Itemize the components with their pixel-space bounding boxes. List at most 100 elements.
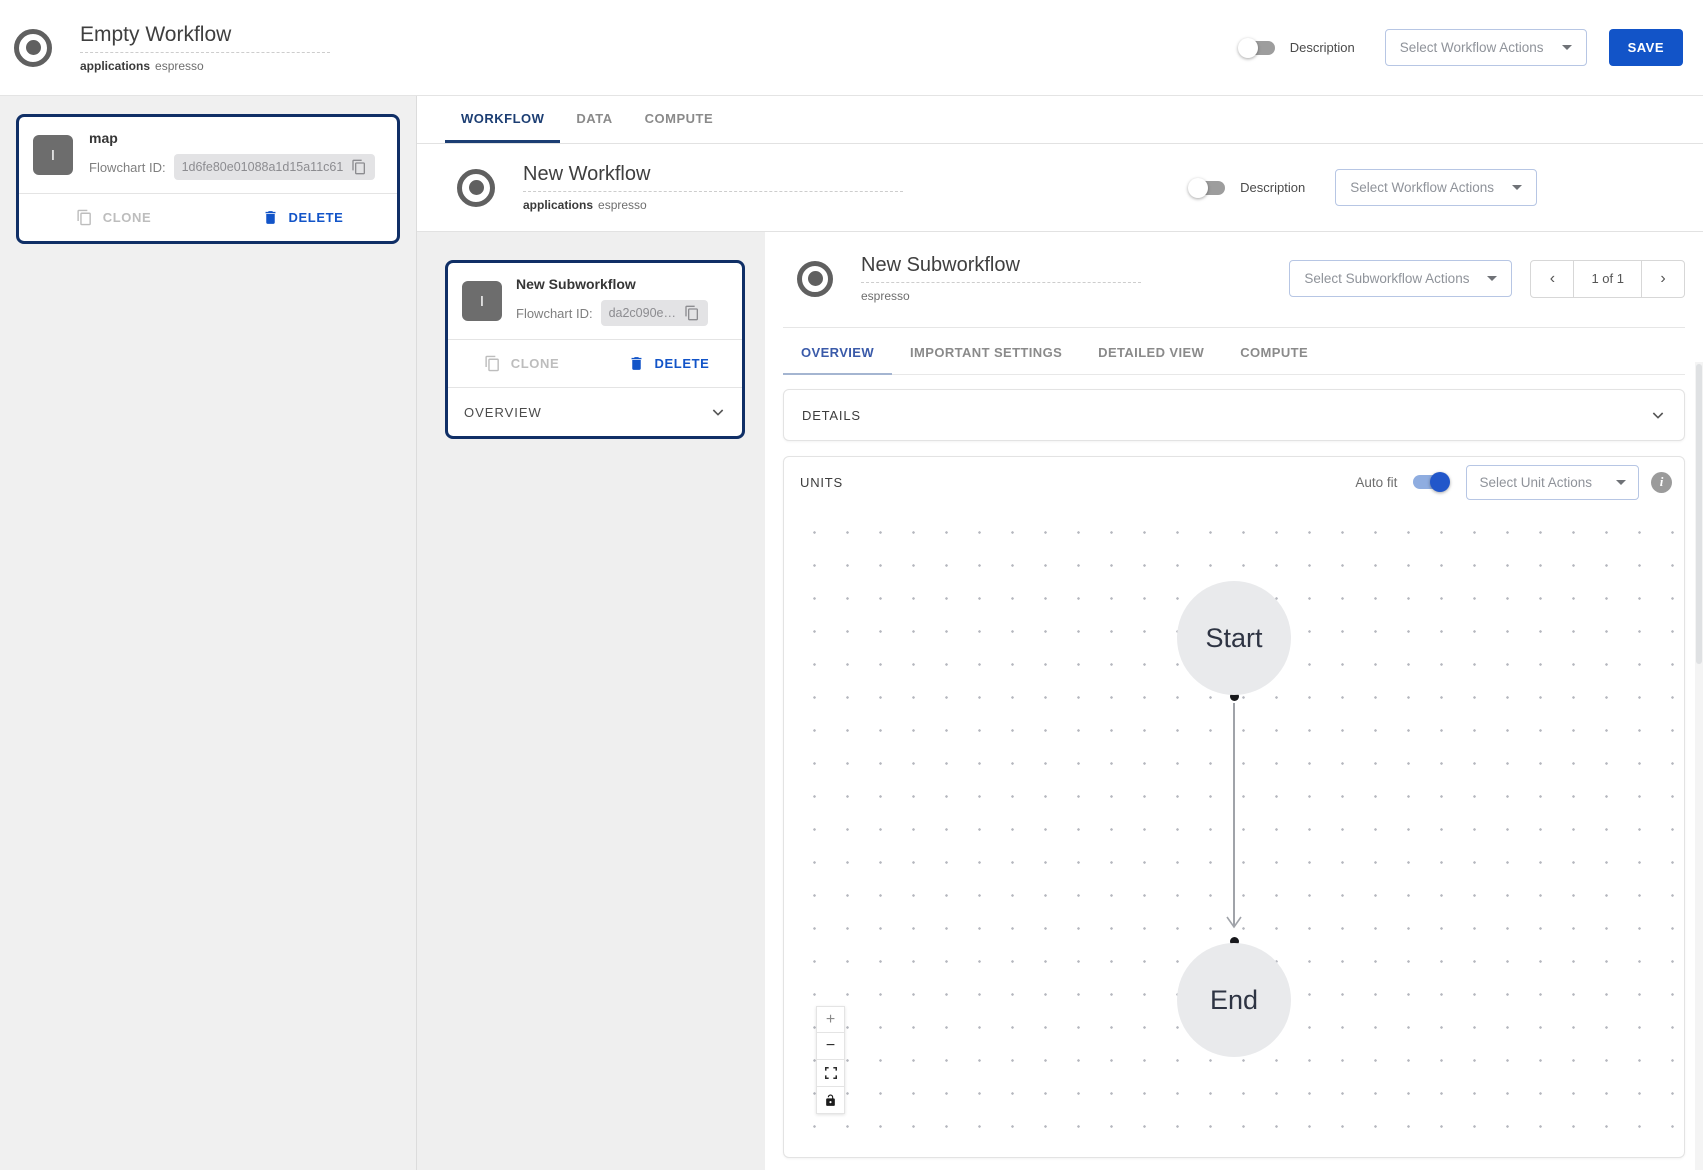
flowchart-id-value: 1d6fe80e01088a1d15a11c61 (181, 160, 344, 174)
tab-data[interactable]: DATA (576, 110, 613, 126)
tab-detailed-view[interactable]: DETAILED VIEW (1098, 345, 1205, 360)
edge-start-end[interactable] (1233, 703, 1235, 927)
new-workflow-bullseye-icon (457, 168, 495, 207)
workflow-meta-value: espresso (155, 58, 204, 73)
chevron-down-icon (712, 409, 724, 416)
description-toggle[interactable] (1237, 37, 1275, 58)
autofit-toggle-row: Auto fit (1355, 472, 1451, 492)
save-button[interactable]: SAVE (1608, 29, 1683, 66)
dropdown-caret-icon (1512, 185, 1522, 190)
info-icon[interactable]: i (1651, 471, 1672, 493)
clone-button[interactable]: CLONE (19, 194, 208, 241)
wf-actions-dropdown-label: Select Workflow Actions (1350, 180, 1494, 195)
clone-button-label: CLONE (510, 356, 560, 371)
workflow-meta: applications espresso (80, 59, 330, 73)
subworkflow-actions-dropdown[interactable]: Select Subworkflow Actions (1289, 260, 1513, 297)
description-toggle-label: Description (1289, 40, 1355, 55)
top-header: Empty Workflow applications espresso Desc… (0, 0, 1703, 96)
trash-icon (631, 357, 642, 370)
toggle-thumb (1430, 472, 1451, 492)
tab-workflow[interactable]: WORKFLOW (445, 96, 561, 143)
dropdown-caret-icon (1487, 276, 1498, 281)
clone-button[interactable]: CLONE (448, 340, 595, 387)
body-row: I map Flowchart ID: 1d6fe80e01088a1d15a1… (0, 96, 1703, 1170)
wf-actions-dropdown[interactable]: Select Workflow Actions (1335, 169, 1537, 206)
canvas-controls: + − (816, 1006, 845, 1114)
dropdown-caret-icon (1616, 479, 1626, 485)
node-end[interactable]: End (1177, 943, 1291, 1057)
delete-button[interactable]: DELETE (595, 340, 742, 387)
flowchart-id-value: da2c090e… (608, 306, 676, 320)
bullseye-dot (25, 40, 41, 55)
autofit-toggle[interactable] (1413, 472, 1451, 492)
fit-view-icon (824, 1066, 837, 1080)
details-accordion[interactable]: DETAILS (783, 389, 1685, 441)
details-accordion-label: DETAILS (802, 407, 861, 423)
subworkflow-title-input[interactable]: New Subworkflow (861, 254, 1141, 283)
subworkflow-tab-bar: OVERVIEW IMPORTANT SETTINGS DETAILED VIE… (783, 328, 1685, 375)
subworkflow-card[interactable]: I New Subworkflow Flowchart ID: da2c090e… (445, 260, 745, 439)
node-start[interactable]: Start (1177, 581, 1291, 695)
units-section-label: UNITS (800, 474, 843, 490)
pager-next-button[interactable]: › (1641, 259, 1685, 298)
workflow-bullseye-icon (14, 28, 52, 67)
main-area: WORKFLOW DATA COMPUTE New Workflow appli… (417, 96, 1703, 1170)
pager-page-label: 1 of 1 (1573, 259, 1642, 298)
panel-scrollbar[interactable] (1695, 362, 1703, 1170)
workflow-actions-dropdown-label: Select Workflow Actions (1399, 40, 1544, 55)
copy-icon[interactable] (351, 159, 367, 175)
overview-accordion-label: OVERVIEW (464, 404, 542, 420)
map-card-title: map (89, 130, 118, 146)
subworkflow-flowchart-id-row: Flowchart ID: da2c090e… (516, 300, 708, 326)
autofit-label: Auto fit (1355, 474, 1398, 490)
edge-source-handle[interactable] (1229, 692, 1239, 701)
subworkflow-actions-dropdown-label: Select Subworkflow Actions (1304, 271, 1470, 286)
new-workflow-meta: applications espresso (523, 198, 903, 212)
subworkflow-panel-header: New Subworkflow espresso Select Subworkf… (783, 254, 1685, 328)
workflow-title-block: Empty Workflow applications espresso (80, 23, 330, 73)
bullseye-dot (468, 180, 484, 195)
tab-sub-compute[interactable]: COMPUTE (1240, 345, 1309, 360)
subworkflow-title-block: New Subworkflow espresso (861, 254, 1141, 303)
map-unit-card[interactable]: I map Flowchart ID: 1d6fe80e01088a1d15a1… (16, 114, 400, 244)
unlock-icon (826, 1094, 835, 1106)
tab-important-settings[interactable]: IMPORTANT SETTINGS (910, 345, 1063, 360)
flowchart-id-label: Flowchart ID: (89, 159, 166, 175)
dropdown-caret-icon (1561, 45, 1572, 50)
tab-overview[interactable]: OVERVIEW (783, 328, 893, 375)
flowchart-canvas[interactable]: Start End + − (784, 507, 1684, 1157)
new-workflow-title-input[interactable]: New Workflow (523, 163, 903, 192)
wf-description-toggle-row: Description (1188, 177, 1305, 198)
clone-copy-icon (485, 355, 499, 372)
lock-button[interactable] (816, 1087, 845, 1114)
tab-compute[interactable]: COMPUTE (644, 110, 714, 126)
edge-target-handle[interactable] (1229, 937, 1239, 946)
flowchart-id-chip: da2c090e… (600, 300, 708, 326)
left-sidebar: I map Flowchart ID: 1d6fe80e01088a1d15a1… (0, 96, 417, 1170)
pager-prev-button[interactable]: ‹ (1530, 259, 1575, 298)
main-tab-bar: WORKFLOW DATA COMPUTE (417, 96, 1703, 144)
zoom-out-button[interactable]: − (816, 1033, 845, 1060)
unit-actions-dropdown[interactable]: Select Unit Actions (1466, 464, 1639, 500)
unit-type-icon: I (33, 135, 73, 175)
subworkflow-card-actions: CLONE DELETE (448, 339, 742, 387)
workflow-title-input[interactable]: Empty Workflow (80, 23, 330, 53)
plus-icon: + (825, 1010, 836, 1028)
fit-view-button[interactable] (816, 1060, 845, 1087)
subworkflow-pager: ‹ 1 of 1 › (1530, 259, 1685, 298)
clone-copy-icon (77, 209, 91, 226)
workflow-actions-dropdown[interactable]: Select Workflow Actions (1384, 29, 1587, 66)
subworkflow-card-header: I New Subworkflow Flowchart ID: da2c090e… (448, 263, 742, 339)
workflow-meta-key: applications (80, 58, 151, 73)
copy-icon[interactable] (684, 305, 700, 321)
delete-button[interactable]: DELETE (208, 194, 397, 241)
new-workflow-title-block: New Workflow applications espresso (523, 163, 903, 212)
chevron-down-icon (1652, 412, 1664, 419)
zoom-in-button[interactable]: + (816, 1006, 845, 1033)
subworkflow-overview-accordion[interactable]: OVERVIEW (448, 387, 742, 436)
new-workflow-meta-key: applications (523, 198, 594, 212)
wf-description-toggle[interactable] (1188, 177, 1226, 198)
scrollbar-thumb[interactable] (1696, 364, 1702, 664)
map-card-actions: CLONE DELETE (19, 193, 397, 241)
